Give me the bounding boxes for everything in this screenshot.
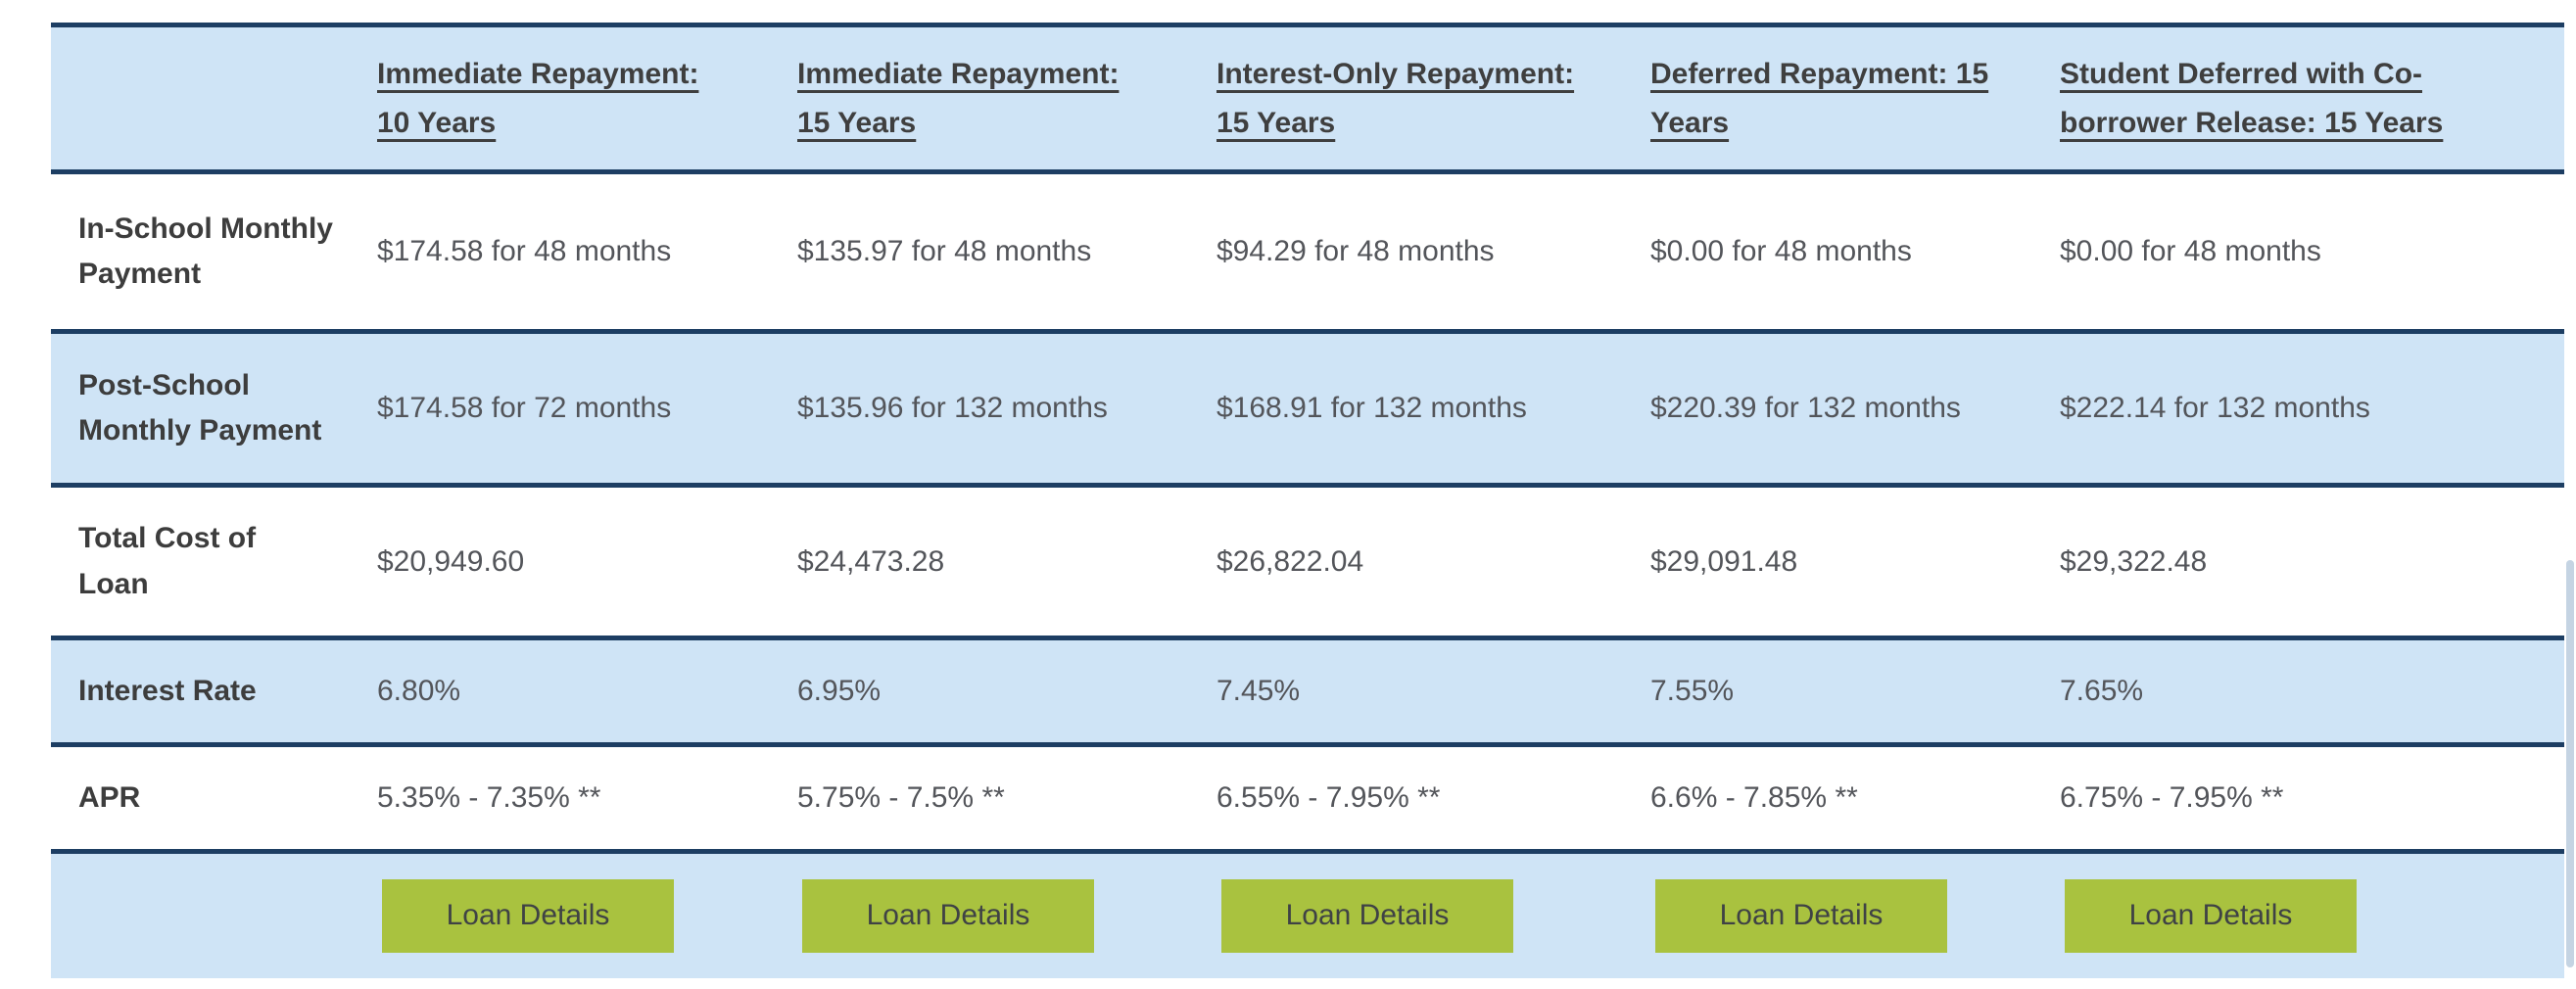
- cell-value: 6.80%: [372, 636, 792, 747]
- table-row-loan-details: Loan Details Loan Details Loan Details L…: [51, 849, 2564, 978]
- vertical-scrollbar-thumb[interactable]: [2566, 560, 2574, 967]
- loan-details-button[interactable]: Loan Details: [802, 878, 1094, 953]
- column-header-interest-only-15: Interest-Only Repayment: 15 Years: [1212, 23, 1646, 174]
- cell-value: 6.55% - 7.95% **: [1216, 781, 1441, 814]
- loan-details-button[interactable]: Loan Details: [382, 878, 674, 953]
- row-label: Total Cost of Loan: [78, 522, 257, 600]
- row-label: APR: [78, 780, 141, 814]
- table-row-post-school-payment: Post-School Monthly Payment $174.58 for …: [51, 329, 2564, 488]
- cell-value: 5.75% - 7.5% **: [797, 781, 1005, 814]
- header-corner-cell: [51, 23, 372, 174]
- row-label: In-School Monthly Payment: [78, 212, 333, 291]
- cell-value: $220.39 for 132 months: [1646, 329, 2055, 488]
- cell-value: $29,322.48: [2060, 544, 2208, 578]
- cell-value: $135.97 for 48 months: [797, 235, 1092, 267]
- row-label: Post-School Monthly Payment: [51, 329, 372, 488]
- table-header-row: Immediate Repayment: 10 Years Immediate …: [51, 23, 2564, 174]
- column-header-link[interactable]: Immediate Repayment: 10 Years: [377, 58, 699, 139]
- column-header-immediate-15: Immediate Repayment: 15 Years: [792, 23, 1212, 174]
- cell-value: $0.00 for 48 months: [1650, 235, 1912, 267]
- table-row-interest-rate: Interest Rate 6.80% 6.95% 7.45% 7.55% 7.…: [51, 636, 2564, 747]
- cell-value: $135.96 for 132 months: [792, 329, 1212, 488]
- loan-details-button[interactable]: Loan Details: [1221, 878, 1513, 953]
- cell-value: $168.91 for 132 months: [1212, 329, 1646, 488]
- cell-value: 6.6% - 7.85% **: [1650, 781, 1858, 814]
- cell-value: $24,473.28: [797, 544, 945, 578]
- cell-value: $0.00 for 48 months: [2060, 235, 2321, 267]
- cell-value: 6.95%: [792, 636, 1212, 747]
- cell-value: $222.14 for 132 months: [2055, 329, 2564, 488]
- cell-value: $26,822.04: [1216, 544, 1364, 578]
- cell-value: $20,949.60: [377, 544, 525, 578]
- cell-value: 7.65%: [2055, 636, 2564, 747]
- cell-value: 7.45%: [1212, 636, 1646, 747]
- cell-value: 5.35% - 7.35% **: [377, 781, 601, 814]
- table-row-apr: APR 5.35% - 7.35% ** 5.75% - 7.5% ** 6.5…: [51, 744, 2564, 852]
- column-header-immediate-10: Immediate Repayment: 10 Years: [372, 23, 792, 174]
- column-header-link[interactable]: Deferred Repayment: 15 Years: [1650, 58, 1989, 139]
- row-label: Interest Rate: [51, 636, 372, 747]
- cell-value: $94.29 for 48 months: [1216, 235, 1495, 267]
- cell-value: 7.55%: [1646, 636, 2055, 747]
- cell-value: 6.75% - 7.95% **: [2060, 781, 2284, 814]
- loan-details-button[interactable]: Loan Details: [1655, 878, 1947, 953]
- cell-value: $174.58 for 48 months: [377, 235, 672, 267]
- loan-comparison-table: Immediate Repayment: 10 Years Immediate …: [51, 23, 2564, 978]
- table-row-in-school-payment: In-School Monthly Payment $174.58 for 48…: [51, 171, 2564, 332]
- column-header-link[interactable]: Interest-Only Repayment: 15 Years: [1216, 58, 1575, 139]
- cell-value: $29,091.48: [1650, 544, 1798, 578]
- column-header-link[interactable]: Immediate Repayment: 15 Years: [797, 58, 1120, 139]
- cell-value: $174.58 for 72 months: [372, 329, 792, 488]
- loan-details-button[interactable]: Loan Details: [2065, 878, 2357, 953]
- table-row-total-cost: Total Cost of Loan $20,949.60 $24,473.28…: [51, 485, 2564, 638]
- column-header-deferred-15: Deferred Repayment: 15 Years: [1646, 23, 2055, 174]
- column-header-student-deferred-15: Student Deferred with Co-borrower Releas…: [2055, 23, 2564, 174]
- empty-cell: [51, 849, 372, 978]
- column-header-link[interactable]: Student Deferred with Co-borrower Releas…: [2060, 58, 2444, 139]
